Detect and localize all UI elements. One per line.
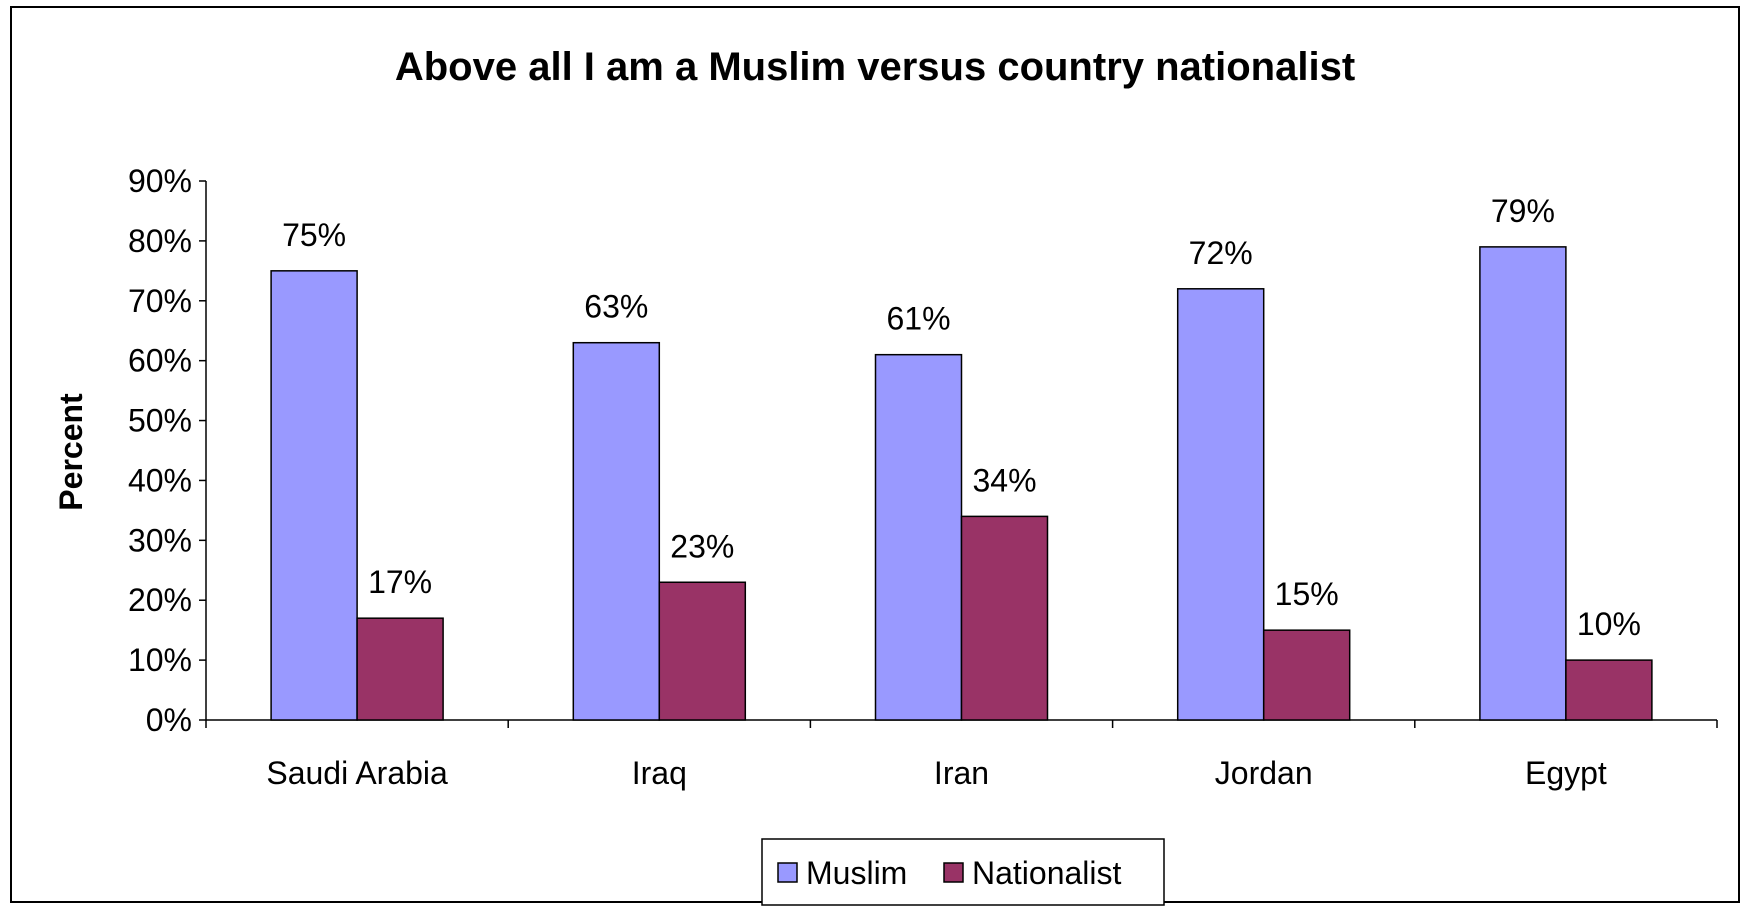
bars: 75% 17% 63% 23% 61% 34% 72% 15% 79% 10% bbox=[270, 193, 1653, 721]
y-tick-label: 50% bbox=[128, 403, 192, 439]
bar-muslim bbox=[1176, 288, 1265, 721]
chart-title: Above all I am a Muslim versus country n… bbox=[395, 45, 1355, 89]
bar-nationalist bbox=[356, 617, 444, 721]
axes: 0% 10% 20% 30% 40% 50% 60% 70% 80% 90% Saudi Arabi… bbox=[128, 163, 1718, 791]
data-label: 63% bbox=[584, 289, 648, 325]
y-tick-label: 40% bbox=[128, 462, 192, 498]
data-label: 10% bbox=[1577, 606, 1641, 642]
bar-nationalist bbox=[960, 515, 1049, 721]
data-label: 72% bbox=[1189, 235, 1253, 271]
legend: Muslim Nationalist bbox=[761, 838, 1165, 906]
legend-swatch-nationalist bbox=[943, 862, 964, 883]
bar-muslim bbox=[572, 341, 661, 721]
x-tick-label: Iran bbox=[934, 755, 989, 791]
y-tick-label: 90% bbox=[128, 163, 192, 199]
bar-nationalist bbox=[1262, 629, 1351, 721]
data-label: 75% bbox=[282, 217, 346, 253]
x-tick-label: Egypt bbox=[1525, 755, 1607, 791]
y-tick-label: 20% bbox=[128, 582, 192, 618]
bar-nationalist bbox=[1565, 659, 1653, 721]
data-label: 17% bbox=[368, 564, 432, 600]
data-label: 15% bbox=[1275, 576, 1339, 612]
data-label: 34% bbox=[972, 462, 1036, 498]
bar-muslim bbox=[1479, 246, 1567, 721]
y-tick-label: 0% bbox=[146, 702, 192, 738]
data-label: 79% bbox=[1491, 193, 1555, 229]
y-tick-label: 10% bbox=[128, 642, 192, 678]
y-tick-label: 60% bbox=[128, 343, 192, 379]
legend-swatch-muslim bbox=[777, 862, 798, 883]
data-label: 23% bbox=[670, 528, 734, 564]
y-tick-label: 70% bbox=[128, 283, 192, 319]
y-tick-label: 30% bbox=[128, 522, 192, 558]
y-tick-label: 80% bbox=[128, 223, 192, 259]
bar-muslim bbox=[270, 270, 358, 721]
legend-label-muslim: Muslim bbox=[806, 855, 907, 891]
y-axis-label: Percent bbox=[53, 393, 89, 511]
x-tick-label: Jordan bbox=[1215, 755, 1313, 791]
x-tick-label: Iraq bbox=[632, 755, 687, 791]
bar-nationalist bbox=[658, 581, 747, 721]
bar-muslim bbox=[874, 353, 963, 721]
data-label: 61% bbox=[886, 301, 950, 337]
legend-label-nationalist: Nationalist bbox=[972, 855, 1122, 891]
x-tick-label: Saudi Arabia bbox=[266, 755, 448, 791]
